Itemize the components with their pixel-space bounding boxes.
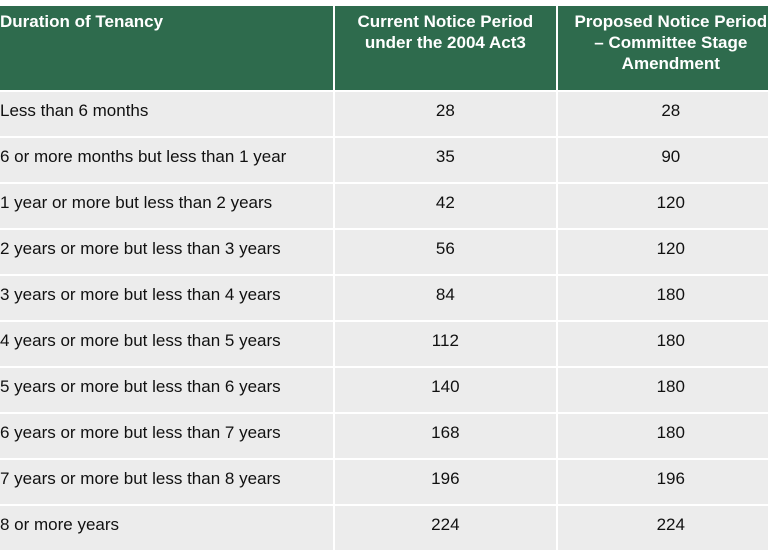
duration-cell: Less than 6 months [0, 92, 334, 136]
header-proposed-line1: Proposed Notice Period [574, 12, 768, 31]
proposed-period-cell: 28 [557, 92, 768, 136]
table-row: 8 or more years 224 224 [0, 506, 768, 550]
current-period-cell: 112 [335, 322, 556, 366]
table-row: 6 or more months but less than 1 year 35… [0, 138, 768, 182]
proposed-period-cell: 90 [557, 138, 768, 182]
proposed-period-cell: 180 [557, 276, 768, 320]
current-period-cell: 56 [335, 230, 556, 274]
table-row: 2 years or more but less than 3 years 56… [0, 230, 768, 274]
proposed-period-cell: 180 [557, 414, 768, 458]
current-period-cell: 84 [335, 276, 556, 320]
current-period-cell: 28 [335, 92, 556, 136]
notice-period-table: Duration of Tenancy Current Notice Perio… [0, 6, 768, 552]
header-proposed-period: Proposed Notice Period – Committee Stage… [557, 6, 768, 90]
header-duration: Duration of Tenancy [0, 6, 334, 90]
duration-cell: 6 or more months but less than 1 year [0, 138, 334, 182]
table-row: 5 years or more but less than 6 years 14… [0, 368, 768, 412]
proposed-period-cell: 120 [557, 230, 768, 274]
table-row: 7 years or more but less than 8 years 19… [0, 460, 768, 504]
duration-cell: 7 years or more but less than 8 years [0, 460, 334, 504]
proposed-period-cell: 196 [557, 460, 768, 504]
current-period-cell: 196 [335, 460, 556, 504]
table-row: 3 years or more but less than 4 years 84… [0, 276, 768, 320]
table-header-row: Duration of Tenancy Current Notice Perio… [0, 6, 768, 90]
proposed-period-cell: 224 [557, 506, 768, 550]
current-period-cell: 42 [335, 184, 556, 228]
header-current-period: Current Notice Period under the 2004 Act… [335, 6, 556, 90]
duration-cell: 1 year or more but less than 2 years [0, 184, 334, 228]
duration-cell: 3 years or more but less than 4 years [0, 276, 334, 320]
header-current-line2: under the 2004 Act3 [364, 33, 526, 52]
proposed-period-cell: 180 [557, 368, 768, 412]
table-row: 1 year or more but less than 2 years 42 … [0, 184, 768, 228]
header-current-line1: Current Notice Period [357, 12, 534, 31]
current-period-cell: 224 [335, 506, 556, 550]
current-period-cell: 140 [335, 368, 556, 412]
duration-cell: 2 years or more but less than 3 years [0, 230, 334, 274]
table-row: Less than 6 months 28 28 [0, 92, 768, 136]
duration-cell: 8 or more years [0, 506, 334, 550]
current-period-cell: 35 [335, 138, 556, 182]
header-duration-label: Duration of Tenancy [0, 12, 164, 31]
proposed-period-cell: 180 [557, 322, 768, 366]
table-row: 4 years or more but less than 5 years 11… [0, 322, 768, 366]
duration-cell: 6 years or more but less than 7 years [0, 414, 334, 458]
proposed-period-cell: 120 [557, 184, 768, 228]
duration-cell: 4 years or more but less than 5 years [0, 322, 334, 366]
table-row: 6 years or more but less than 7 years 16… [0, 414, 768, 458]
header-proposed-line2: – Committee Stage [594, 33, 748, 52]
duration-cell: 5 years or more but less than 6 years [0, 368, 334, 412]
current-period-cell: 168 [335, 414, 556, 458]
header-proposed-line3: Amendment [621, 54, 720, 73]
